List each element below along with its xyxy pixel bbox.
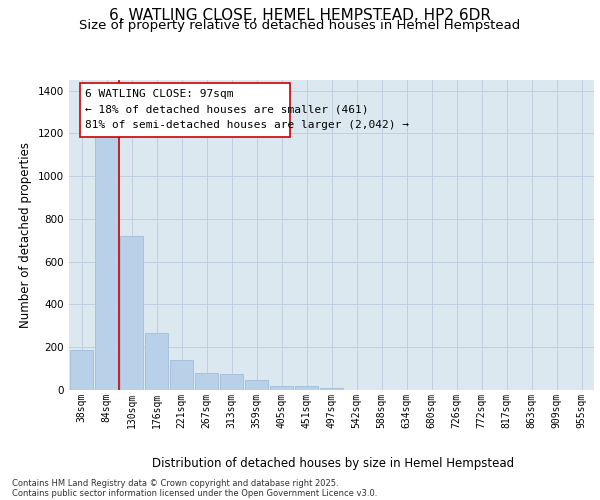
Bar <box>295 386 319 390</box>
Text: 81% of semi-detached houses are larger (2,042) →: 81% of semi-detached houses are larger (… <box>85 120 409 130</box>
Bar <box>245 380 268 390</box>
Y-axis label: Number of detached properties: Number of detached properties <box>19 142 32 328</box>
Bar <box>194 373 218 390</box>
Text: Contains HM Land Registry data © Crown copyright and database right 2025.: Contains HM Land Registry data © Crown c… <box>12 479 338 488</box>
Bar <box>269 386 293 390</box>
Bar <box>119 236 143 390</box>
Bar <box>95 136 118 390</box>
Bar <box>70 350 94 390</box>
Text: ← 18% of detached houses are smaller (461): ← 18% of detached houses are smaller (46… <box>85 104 368 114</box>
FancyBboxPatch shape <box>79 83 290 138</box>
Bar <box>145 334 169 390</box>
Text: 6 WATLING CLOSE: 97sqm: 6 WATLING CLOSE: 97sqm <box>85 88 233 99</box>
Text: 6, WATLING CLOSE, HEMEL HEMPSTEAD, HP2 6DR: 6, WATLING CLOSE, HEMEL HEMPSTEAD, HP2 6… <box>109 8 491 22</box>
Bar <box>220 374 244 390</box>
Text: Contains public sector information licensed under the Open Government Licence v3: Contains public sector information licen… <box>12 489 377 498</box>
Bar <box>170 360 193 390</box>
Bar <box>320 388 343 390</box>
Text: Size of property relative to detached houses in Hemel Hempstead: Size of property relative to detached ho… <box>79 19 521 32</box>
Text: Distribution of detached houses by size in Hemel Hempstead: Distribution of detached houses by size … <box>152 458 514 470</box>
